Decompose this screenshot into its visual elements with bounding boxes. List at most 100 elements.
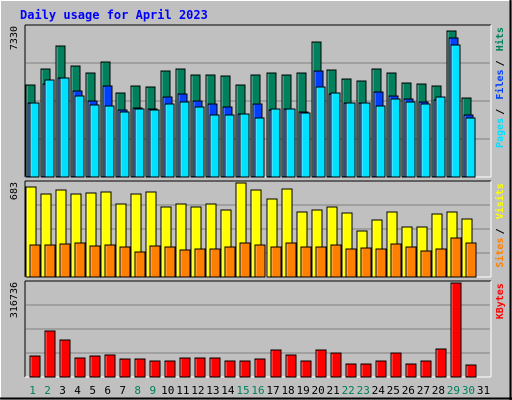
bar-traffic-kbytes-9 — [149, 360, 161, 378]
x-tick-label: 10 — [161, 384, 174, 397]
bar-requests-pages-15 — [239, 113, 250, 178]
bar-requests-pages-18 — [285, 108, 296, 178]
bar-traffic-kbytes-28 — [435, 348, 447, 378]
bar-requests-pages-1 — [29, 102, 40, 178]
bar-visitors-sites-13 — [209, 248, 221, 278]
bar-requests-pages-27 — [420, 103, 431, 178]
bar-traffic-kbytes-15 — [239, 360, 251, 378]
legend-visits: Visits — [494, 183, 506, 219]
bar-traffic-kbytes-7 — [119, 358, 131, 378]
bar-traffic-kbytes-22 — [345, 363, 357, 378]
legend-separator: / — [495, 60, 506, 66]
x-tick-label: 3 — [59, 384, 66, 397]
bar-traffic-kbytes-16 — [254, 358, 266, 378]
x-tick-label: 16 — [251, 384, 264, 397]
legend-hits: Hits — [494, 27, 506, 51]
bar-traffic-kbytes-5 — [89, 355, 101, 378]
x-tick-label: 9 — [149, 384, 156, 397]
bar-traffic-kbytes-6 — [104, 354, 116, 378]
x-tick-label: 22 — [342, 384, 355, 397]
bar-visitors-sites-25 — [390, 243, 402, 278]
bar-visitors-sites-26 — [405, 246, 417, 278]
bar-visitors-sites-2 — [44, 244, 56, 278]
x-tick-label: 23 — [357, 384, 370, 397]
x-tick-label: 27 — [417, 384, 430, 397]
x-tick-label: 1 — [29, 384, 36, 397]
x-tick-label: 12 — [191, 384, 204, 397]
bar-requests-pages-5 — [89, 104, 100, 178]
x-tick-label: 25 — [387, 384, 400, 397]
bar-requests-pages-9 — [149, 109, 160, 178]
x-tick-label: 15 — [236, 384, 249, 397]
x-tick-label: 24 — [372, 384, 386, 397]
x-tick-label: 26 — [402, 384, 415, 397]
bar-requests-pages-25 — [390, 98, 401, 178]
bar-traffic-kbytes-17 — [270, 349, 282, 378]
bar-visitors-sites-18 — [285, 242, 297, 278]
bar-visitors-sites-27 — [420, 250, 432, 278]
bar-visitors-sites-3 — [59, 243, 71, 278]
bar-traffic-kbytes-26 — [405, 363, 417, 378]
bar-visitors-sites-1 — [29, 244, 41, 278]
x-tick-label: 28 — [432, 384, 445, 397]
bar-traffic-kbytes-8 — [134, 358, 146, 378]
bar-traffic-kbytes-10 — [164, 360, 176, 378]
legend-pages: Pages — [495, 118, 506, 148]
bar-traffic-kbytes-3 — [59, 339, 71, 378]
x-tick-label: 8 — [134, 384, 141, 397]
panel-requests-scale-label: 7330 — [9, 26, 20, 50]
bar-traffic-kbytes-27 — [420, 360, 432, 378]
panel-visitors-scale-label: 683 — [9, 182, 20, 200]
x-tick-label: 17 — [266, 384, 279, 397]
bar-requests-pages-8 — [134, 108, 145, 178]
bar-visitors-sites-11 — [179, 249, 191, 278]
bar-traffic-kbytes-19 — [300, 360, 312, 378]
x-tick-label: 21 — [327, 384, 340, 397]
bar-traffic-kbytes-1 — [29, 355, 41, 378]
bar-traffic-kbytes-11 — [179, 357, 191, 378]
bar-requests-pages-6 — [104, 105, 115, 178]
legend-separator: / — [495, 109, 506, 115]
bar-visitors-sites-7 — [119, 246, 131, 278]
x-tick-label: 20 — [312, 384, 325, 397]
bar-visitors-sites-8 — [134, 251, 146, 278]
bar-visitors-sites-23 — [360, 247, 372, 278]
x-tick-label: 7 — [119, 384, 126, 397]
bar-visitors-sites-10 — [164, 246, 176, 278]
bar-visitors-sites-6 — [104, 244, 116, 278]
bar-visitors-sites-29 — [450, 237, 462, 278]
bar-visitors-sites-4 — [74, 242, 86, 278]
bar-requests-pages-17 — [270, 108, 281, 178]
bar-requests-pages-19 — [300, 112, 311, 178]
bar-visitors-sites-30 — [465, 242, 477, 278]
panel-traffic-scale-label: 316736 — [9, 282, 20, 318]
bar-requests-pages-21 — [330, 92, 341, 178]
bar-traffic-kbytes-2 — [44, 330, 56, 378]
bar-traffic-kbytes-23 — [360, 363, 372, 378]
bar-traffic-kbytes-25 — [390, 352, 402, 378]
bar-requests-pages-2 — [44, 79, 55, 178]
x-tick-label: 5 — [89, 384, 96, 397]
bar-requests-pages-23 — [360, 102, 371, 178]
bar-requests-pages-4 — [74, 95, 85, 178]
x-tick-label: 29 — [447, 384, 460, 397]
bar-visitors-sites-16 — [254, 244, 266, 278]
bar-requests-pages-7 — [119, 111, 130, 178]
bar-requests-pages-20 — [315, 86, 326, 178]
bar-visitors-sites-22 — [345, 248, 357, 278]
bar-traffic-kbytes-13 — [209, 357, 221, 378]
x-tick-label: 13 — [206, 384, 219, 397]
bar-requests-pages-16 — [254, 117, 265, 178]
bar-visitors-sites-21 — [330, 244, 342, 278]
bar-visitors-sites-12 — [194, 248, 206, 278]
bar-visitors-sites-28 — [435, 248, 447, 278]
bar-requests-pages-24 — [375, 105, 386, 178]
bar-visitors-sites-24 — [375, 248, 387, 278]
bar-requests-pages-28 — [435, 96, 446, 178]
bar-requests-pages-22 — [345, 102, 356, 178]
legend-files: Files — [494, 69, 506, 99]
bar-traffic-kbytes-24 — [375, 360, 387, 378]
bar-traffic-kbytes-4 — [74, 357, 86, 378]
